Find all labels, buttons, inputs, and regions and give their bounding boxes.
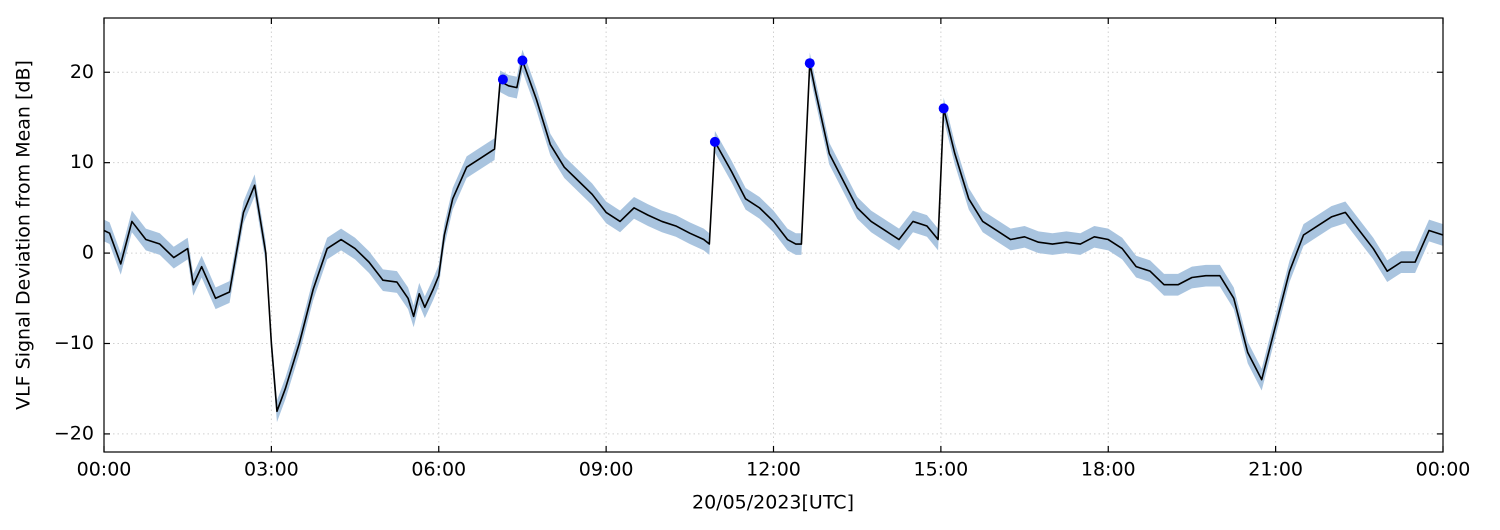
peak-marker (804, 58, 815, 69)
y-tick-label: 10 (70, 151, 94, 173)
x-axis-label: 20/05/2023[UTC] (692, 492, 854, 514)
error-band (104, 49, 1443, 423)
x-tick-label: 00:00 (1416, 459, 1471, 481)
y-tick-label: −10 (54, 332, 94, 354)
x-tick-label: 18:00 (1081, 459, 1136, 481)
peak-marker (497, 74, 508, 85)
y-tick-label: 0 (82, 242, 94, 264)
peak-marker (517, 55, 528, 66)
y-tick-label: −20 (54, 422, 94, 444)
plot-frame (103, 17, 1444, 453)
x-tick-label: 09:00 (579, 459, 634, 481)
x-tick-label: 15:00 (913, 459, 968, 481)
x-tick-label: 06:00 (411, 459, 466, 481)
x-tick-label: 12:00 (746, 459, 801, 481)
peak-marker (709, 136, 720, 147)
x-tick-label: 21:00 (1248, 459, 1303, 481)
y-tick-label: 20 (70, 61, 94, 83)
x-tick-label: 00:00 (77, 459, 132, 481)
peak-marker (938, 103, 949, 114)
y-axis-label: VLF Signal Deviation from Mean [dB] (13, 60, 35, 410)
x-tick-label: 03:00 (244, 459, 299, 481)
